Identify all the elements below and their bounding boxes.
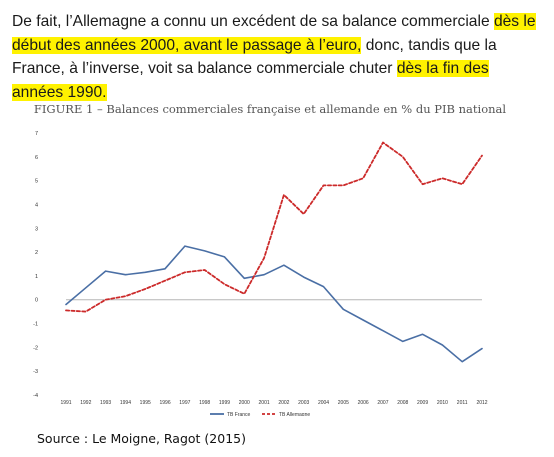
data-point-allemagne	[243, 293, 245, 295]
y-tick-label: 6	[35, 155, 38, 161]
data-point-france	[144, 271, 146, 273]
data-point-france	[85, 287, 87, 289]
legend-label: TB France	[227, 412, 251, 416]
data-point-france	[105, 270, 107, 272]
data-point-france	[303, 276, 305, 278]
x-tick-label: 1997	[179, 400, 190, 406]
y-tick-label: -3	[33, 369, 38, 375]
data-point-france	[481, 348, 483, 350]
data-point-france	[224, 256, 226, 258]
data-point-allemagne	[204, 269, 206, 271]
y-tick-label: 2	[35, 250, 38, 256]
chart-svg: FIGURE 1 – Balances commerciales françai…	[33, 102, 506, 416]
legend-label: TB Allemagne	[279, 412, 310, 416]
data-point-allemagne	[85, 311, 87, 313]
chart-title: FIGURE 1 – Balances commerciales françai…	[34, 102, 506, 116]
data-point-allemagne	[105, 299, 107, 301]
y-tick-label: 0	[35, 298, 38, 304]
x-tick-label: 2002	[278, 400, 289, 406]
x-tick-label: 1998	[199, 400, 210, 406]
data-point-allemagne	[461, 183, 463, 185]
x-tick-label: 2005	[338, 400, 349, 406]
data-point-allemagne	[144, 288, 146, 290]
data-point-france	[164, 268, 166, 270]
data-point-france	[461, 361, 463, 363]
x-tick-label: 2012	[476, 400, 487, 406]
y-tick-label: 5	[35, 179, 38, 185]
y-tick-label: -1	[33, 322, 38, 328]
data-point-allemagne	[263, 257, 265, 259]
x-tick-label: 2010	[437, 400, 448, 406]
series-line-allemagne	[65, 141, 483, 313]
x-tick-label: 2009	[417, 400, 428, 406]
x-tick-label: 1992	[80, 400, 91, 406]
data-point-allemagne	[303, 213, 305, 215]
x-tick-label: 1994	[120, 400, 131, 406]
x-tick-label: 2007	[377, 400, 388, 406]
data-point-france	[441, 344, 443, 346]
x-tick-label: 2006	[358, 400, 369, 406]
paragraph-text-2: donc, tandis que la France, à l’inverse,…	[12, 36, 497, 78]
data-point-france	[184, 245, 186, 247]
x-tick-label: 1993	[100, 400, 111, 406]
data-point-france	[382, 330, 384, 332]
data-point-france	[204, 250, 206, 252]
data-point-allemagne	[164, 280, 166, 282]
x-tick-label: 2003	[298, 400, 309, 406]
paragraph-text-1: De fait, l’Allemagne a connu un excédent…	[12, 13, 494, 30]
data-point-allemagne	[323, 185, 325, 187]
trade-balance-chart: FIGURE 1 – Balances commerciales françai…	[0, 96, 554, 416]
data-point-allemagne	[224, 283, 226, 285]
data-point-allemagne	[184, 271, 186, 273]
data-point-france	[263, 274, 265, 276]
x-tick-label: 1999	[219, 400, 230, 406]
x-tick-label: 2000	[239, 400, 250, 406]
y-tick-label: 3	[35, 226, 38, 232]
data-point-allemagne	[481, 155, 483, 157]
x-tick-label: 2004	[318, 400, 329, 406]
x-tick-label: 2008	[397, 400, 408, 406]
data-point-allemagne	[362, 177, 364, 179]
x-tick-label: 1996	[159, 400, 170, 406]
series-line-france	[65, 245, 483, 363]
x-tick-label: 2001	[259, 400, 270, 406]
source-citation: Source : Le Moigne, Ragot (2015)	[37, 431, 246, 446]
y-tick-label: 4	[35, 202, 38, 208]
data-point-france	[283, 264, 285, 266]
y-tick-label: -4	[33, 393, 38, 399]
data-point-allemagne	[382, 142, 384, 144]
data-point-france	[65, 304, 67, 306]
x-tick-label: 1995	[140, 400, 151, 406]
y-tick-label: 7	[35, 131, 38, 137]
data-point-allemagne	[65, 310, 67, 312]
data-point-allemagne	[125, 295, 127, 297]
data-point-france	[422, 333, 424, 335]
data-point-allemagne	[283, 194, 285, 196]
data-point-france	[402, 341, 404, 343]
y-tick-label: 1	[35, 274, 38, 280]
data-point-france	[125, 274, 127, 276]
data-point-allemagne	[441, 177, 443, 179]
data-point-allemagne	[422, 183, 424, 185]
data-point-france	[243, 277, 245, 279]
data-point-france	[362, 319, 364, 321]
y-tick-label: -2	[33, 345, 38, 351]
data-point-allemagne	[402, 156, 404, 158]
data-point-allemagne	[342, 185, 344, 187]
intro-paragraph: De fait, l’Allemagne a connu un excédent…	[12, 10, 544, 104]
x-tick-label: 1991	[60, 400, 71, 406]
data-point-france	[342, 308, 344, 310]
data-point-france	[323, 286, 325, 288]
x-tick-label: 2011	[457, 400, 468, 406]
